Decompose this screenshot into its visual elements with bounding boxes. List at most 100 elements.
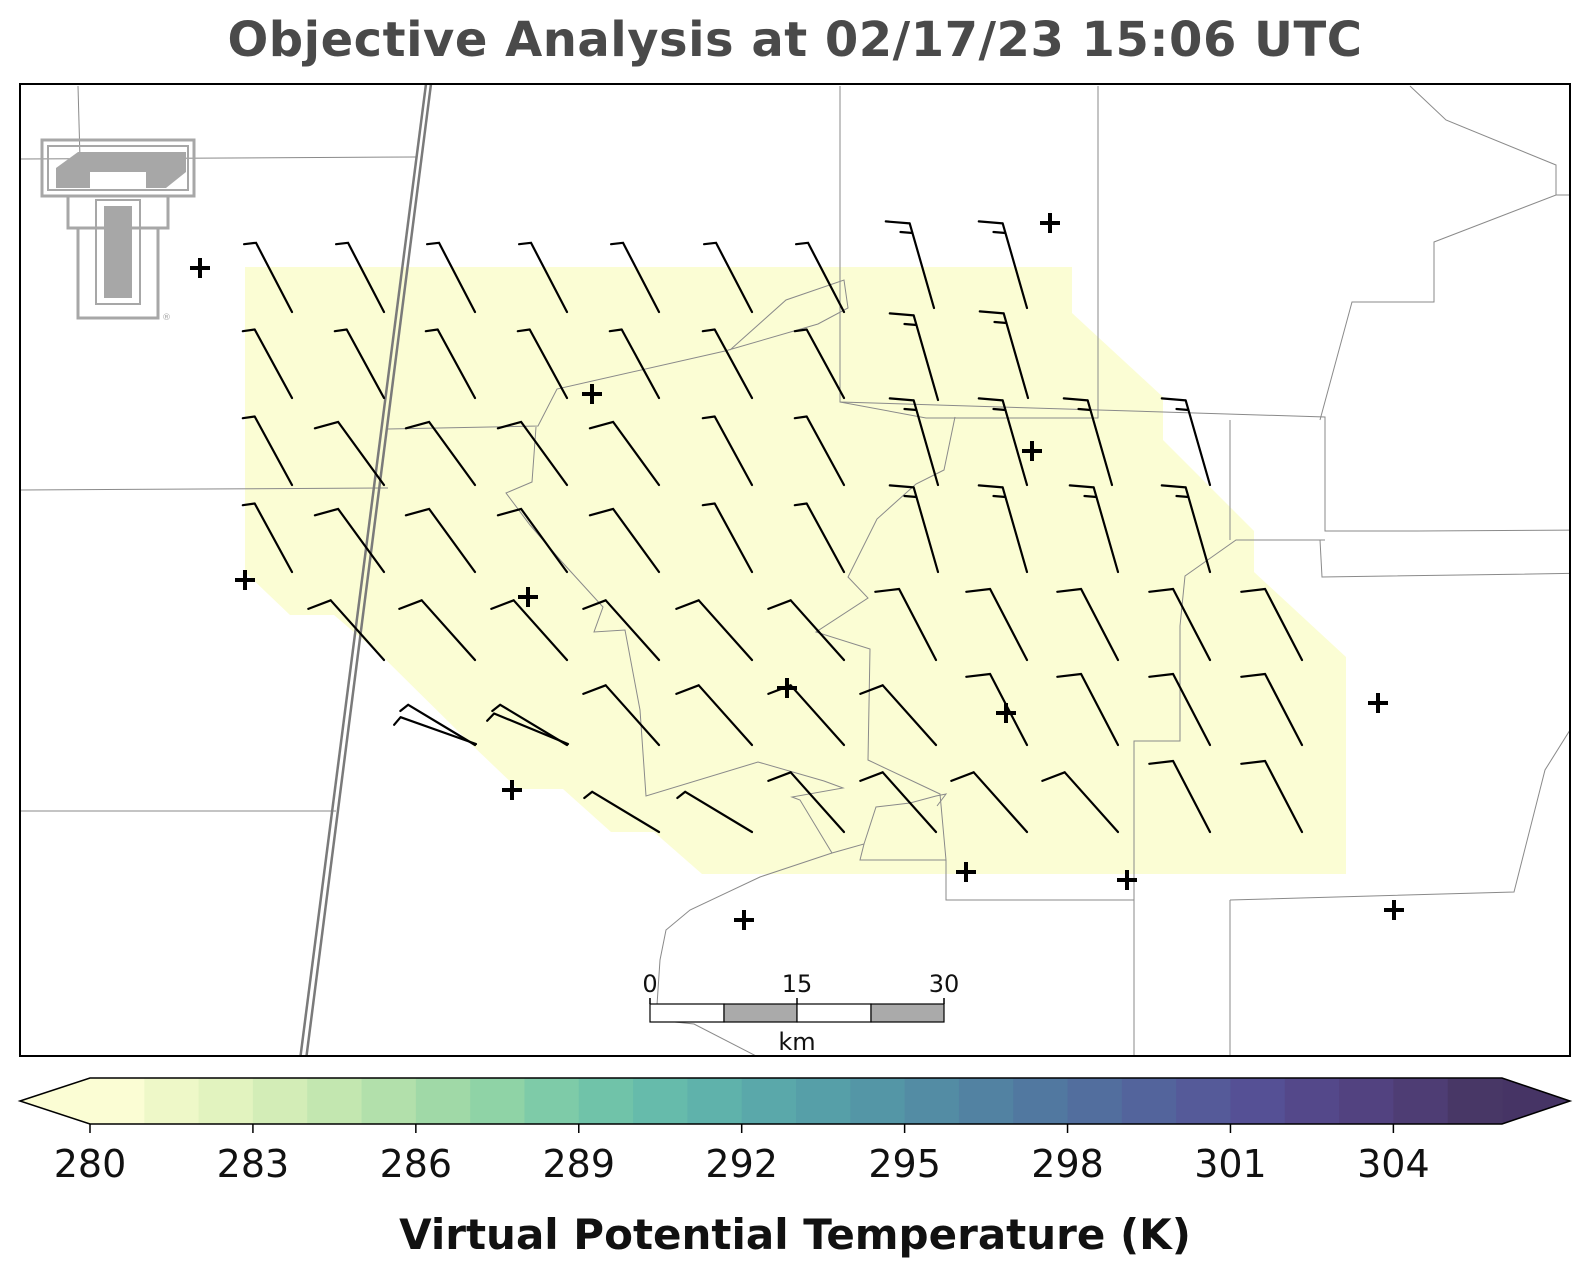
wind-barb [496, 507, 569, 574]
colorbar-segment [252, 1078, 308, 1124]
colorbar-segment [1393, 1078, 1449, 1124]
wind-barb [393, 716, 478, 746]
wind-barb [977, 220, 1029, 310]
station-marker [1368, 693, 1388, 713]
colorbar-segment [1067, 1078, 1123, 1124]
wind-barb [1240, 672, 1304, 747]
colorbar-tick-label: 301 [1194, 1142, 1267, 1186]
svg-text:®: ® [162, 313, 171, 323]
map-frame [19, 83, 1571, 1057]
wind-barb [675, 684, 754, 747]
colorbar-segment [307, 1078, 363, 1124]
wind-barb [978, 310, 1030, 400]
highway [299, 84, 433, 1056]
wind-barb [241, 328, 294, 400]
wind-barb [1041, 771, 1120, 834]
wind-barb [793, 502, 846, 574]
wind-barb [1062, 397, 1114, 487]
colorbar-segment [958, 1078, 1014, 1124]
wind-barb [793, 415, 846, 487]
colorbar-tick-label: 292 [705, 1142, 778, 1186]
wind-barb [888, 312, 940, 402]
colorbar-segment [904, 1078, 960, 1124]
wind-barb [676, 790, 754, 834]
wind-barb [243, 241, 294, 314]
wind-barb [582, 684, 661, 747]
colorbar: 280 283 286 289 292 295 298 301 304 [17, 1077, 1573, 1186]
colorbar-segment [1013, 1078, 1069, 1124]
texas-tech-double-t-logo: ® [40, 138, 196, 323]
colorbar-segment [578, 1078, 634, 1124]
station-marker [190, 258, 210, 278]
wind-barb [795, 241, 846, 314]
scale-unit: km [778, 1028, 815, 1056]
colorbar-segment [633, 1078, 688, 1124]
station-marker [582, 384, 602, 404]
wind-barb [793, 328, 846, 400]
wind-barb [307, 599, 386, 662]
colorbar-tick-label: 295 [868, 1142, 941, 1186]
colorbar-segment [796, 1078, 851, 1124]
wind-barb [874, 587, 938, 662]
wind-barbs [241, 220, 1304, 834]
wind-barb [582, 599, 661, 662]
wind-barb [977, 484, 1029, 574]
colorbar-segment [144, 1078, 200, 1124]
wind-barb [701, 415, 754, 487]
wind-barb [1056, 672, 1120, 747]
wind-barb [588, 507, 661, 574]
wind-barb [516, 328, 569, 400]
colorbar-segment [1447, 1078, 1503, 1124]
scale-label-30: 30 [929, 970, 960, 998]
station-marker [956, 862, 976, 882]
wind-barb [703, 241, 754, 314]
wind-barb [399, 703, 477, 747]
colorbar-segment [415, 1078, 471, 1124]
colorbar-tick-label: 304 [1357, 1142, 1430, 1186]
colorbar-segment [361, 1078, 417, 1124]
wind-barb [610, 241, 661, 314]
wind-barb [767, 684, 846, 747]
station-marker [1117, 870, 1137, 890]
wind-barb [404, 507, 477, 574]
colorbar-tick-label: 280 [54, 1142, 127, 1186]
wind-barb [424, 328, 477, 400]
wind-barb [888, 484, 940, 574]
colorbar-segment [470, 1078, 526, 1124]
analysis-field-shading [245, 267, 1346, 874]
wind-barb [490, 599, 569, 662]
wind-barb [767, 771, 846, 834]
wind-barb [701, 328, 754, 400]
colorbar-extend-high [1502, 1078, 1570, 1124]
colorbar-segment [524, 1078, 580, 1124]
wind-barb [965, 672, 1029, 747]
wind-barb [333, 328, 386, 400]
wind-barb [426, 241, 477, 314]
colorbar-segment [90, 1078, 145, 1124]
scale-bar: 0 15 30 km [642, 970, 959, 1056]
wind-barb [241, 415, 294, 487]
map-title: Objective Analysis at 02/17/23 15:06 UTC [227, 12, 1363, 68]
station-marker [518, 587, 538, 607]
wind-barb [859, 684, 938, 747]
station-markers [190, 213, 1404, 930]
wind-barb [884, 220, 936, 310]
station-marker [502, 780, 522, 800]
wind-barb [1148, 672, 1212, 747]
colorbar-label: Virtual Potential Temperature (K) [399, 1210, 1191, 1259]
colorbar-segment [850, 1078, 906, 1124]
colorbar-segment [741, 1078, 797, 1124]
wind-barb [313, 507, 386, 574]
station-marker [1040, 213, 1060, 233]
wind-barb [859, 771, 938, 834]
colorbar-tick-label: 286 [380, 1142, 453, 1186]
wind-barb [1160, 397, 1212, 487]
wind-barb [888, 397, 940, 487]
colorbar-segment [1230, 1078, 1286, 1124]
wind-barb [950, 771, 1029, 834]
wind-barb [486, 712, 570, 746]
wind-barb [767, 599, 846, 662]
colorbar-segment [198, 1078, 254, 1124]
wind-barb [496, 420, 569, 487]
wind-barb [518, 241, 569, 314]
